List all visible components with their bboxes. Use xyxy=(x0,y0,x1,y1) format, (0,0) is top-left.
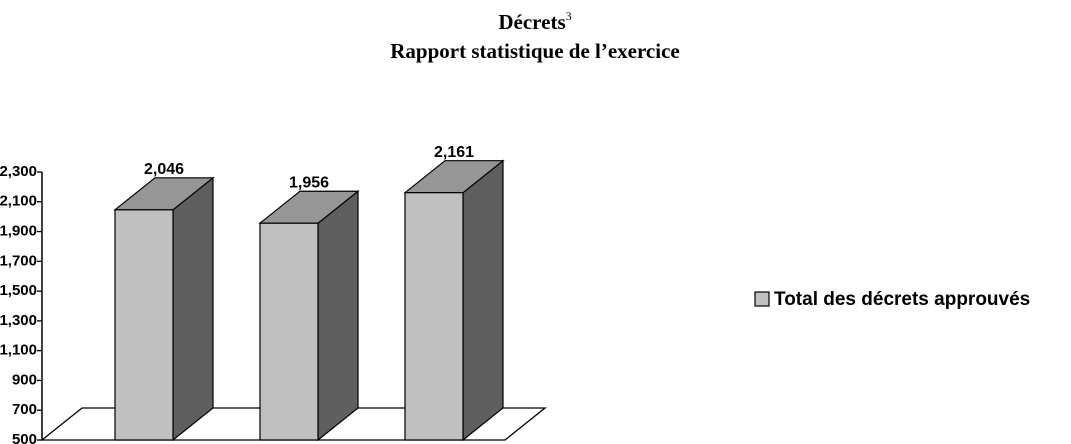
y-tick-label: 500 xyxy=(12,431,37,444)
value-label: 2,046 xyxy=(144,161,184,178)
chart-title: Décrets3 xyxy=(498,9,571,34)
y-tick-label: 900 xyxy=(12,371,37,388)
y-tick-label: 1,500 xyxy=(0,282,37,299)
title-text: Décrets xyxy=(498,10,565,34)
value-label: 2,161 xyxy=(434,144,474,161)
y-tick-label: 1,300 xyxy=(0,312,37,329)
chart-subtitle: Rapport statistique de l’exercice xyxy=(390,39,679,63)
title-footnote: 3 xyxy=(566,9,572,23)
bar xyxy=(114,209,174,441)
bar xyxy=(404,192,464,441)
legend-swatch xyxy=(754,291,770,307)
bar-side xyxy=(172,176,214,442)
y-tick-label: 2,100 xyxy=(0,193,37,210)
y-tick-label: 1,700 xyxy=(0,252,37,269)
y-tick-label: 1,100 xyxy=(0,342,37,359)
y-tick-label: 700 xyxy=(12,401,37,418)
y-tick-label: 2,300 xyxy=(0,163,37,180)
bar xyxy=(259,222,319,441)
floor xyxy=(40,407,547,441)
bar-side xyxy=(317,189,359,442)
legend-label: Total des décrets approuvés xyxy=(774,289,1030,310)
value-label: 1,956 xyxy=(289,174,329,191)
y-tick-label: 1,900 xyxy=(0,223,37,240)
bar-side xyxy=(462,159,504,442)
